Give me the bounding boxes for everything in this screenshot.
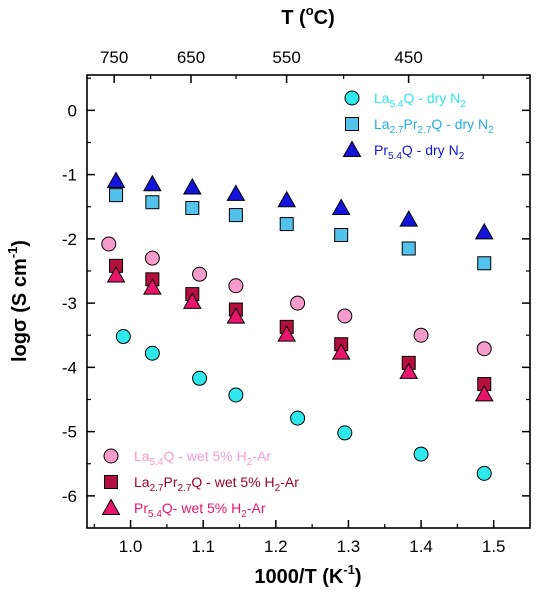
triangle-data-point <box>143 174 162 192</box>
circle-data-point <box>476 465 492 481</box>
triangle-data-point <box>331 343 351 360</box>
circle-data-point <box>413 446 429 462</box>
data-markers <box>101 171 494 481</box>
triangle-data-point <box>474 222 494 240</box>
triangle-data-point <box>226 307 246 324</box>
triangle-data-point <box>474 384 494 402</box>
circle-data-point <box>144 345 160 361</box>
circle-data-point <box>192 266 208 282</box>
square-data-point <box>279 217 294 232</box>
square-data-point <box>185 201 200 216</box>
circle-data-point <box>144 250 160 266</box>
square-data-point <box>477 256 492 271</box>
legend-square-marker <box>345 117 359 131</box>
triangle-data-point <box>106 265 126 283</box>
triangle-data-point <box>277 190 297 208</box>
triangle-data-point <box>399 362 419 379</box>
x-tick-label: 1.5 <box>482 537 506 556</box>
legend-circle-marker <box>344 90 360 106</box>
top-axis-title: T (oC) <box>281 3 335 29</box>
y-tick-label: -4 <box>62 358 77 377</box>
circle-data-point <box>290 295 306 311</box>
x-tick-label: 1.2 <box>264 537 288 556</box>
y-tick-label: -1 <box>62 166 77 185</box>
circle-data-point <box>192 370 208 386</box>
y-tick-label: -3 <box>62 294 77 313</box>
legend-label: La5.4Q - wet 5% H2-Ar <box>134 448 271 468</box>
x-tick-label: 1.4 <box>409 537 433 556</box>
y-tick-label: 0 <box>68 101 77 120</box>
triangle-data-point <box>399 210 419 227</box>
legend-label: Pr5.4Q - dry N2 <box>374 142 465 162</box>
circle-data-point <box>413 327 429 343</box>
top-tick-label: 550 <box>272 48 300 67</box>
top-tick-label: 450 <box>394 48 422 67</box>
triangle-data-point <box>182 292 202 309</box>
plot-frame <box>86 74 531 529</box>
circle-data-point <box>115 329 131 345</box>
legend: La5.4Q - dry N2 La2.7Pr2.7Q - dry N2 Pr5.4… <box>101 90 494 520</box>
legend-circle-marker <box>103 448 119 464</box>
y-axis-title: logσ (S cm-1) <box>5 240 31 362</box>
legend-triangle-marker <box>342 140 362 157</box>
triangle-data-point <box>331 198 351 216</box>
legend-square-marker <box>104 475 118 489</box>
square-data-point <box>145 195 160 210</box>
circle-data-point <box>476 341 492 357</box>
square-data-point <box>401 241 416 256</box>
triangle-data-point <box>277 325 297 342</box>
x-tick-label: 1.1 <box>191 537 215 556</box>
triangle-data-point <box>106 171 126 189</box>
top-tick-label: 750 <box>100 48 128 67</box>
y-tick-label: -5 <box>62 423 77 442</box>
legend-triangle-marker <box>101 498 121 515</box>
axis-ticks <box>87 75 530 528</box>
y-tick-label: -6 <box>62 487 77 506</box>
y-tick-label: -2 <box>62 230 77 249</box>
circle-data-point <box>290 410 306 426</box>
legend-label: La2.7Pr2.7Q - dry N2 <box>374 116 494 136</box>
x-tick-label: 1.3 <box>337 537 361 556</box>
circle-data-point <box>337 425 353 441</box>
x-axis-title: 1000/T (K-1) <box>254 562 361 588</box>
x-tick-label: 1.0 <box>119 537 143 556</box>
circle-data-point <box>228 278 244 294</box>
triangle-data-point <box>143 278 162 295</box>
square-data-point <box>334 227 349 242</box>
legend-label: La2.7Pr2.7Q - wet 5% H2-Ar <box>134 474 299 494</box>
square-data-point <box>228 208 243 223</box>
legend-label: Pr5.4Q- wet 5% H2-Ar <box>134 500 266 520</box>
circle-data-point <box>337 308 353 324</box>
triangle-data-point <box>182 177 202 195</box>
square-data-point <box>109 188 124 203</box>
legend-label: La5.4Q - dry N2 <box>374 90 466 110</box>
axis-tick-labels: 1.0 1.1 1.2 1.3 1.4 1.5 0 -1 -2 -3 -4 -5 -6 750 650 550… <box>62 48 506 556</box>
triangle-data-point <box>226 184 246 201</box>
circle-data-point <box>228 387 244 403</box>
circle-data-point <box>101 236 117 252</box>
top-tick-label: 650 <box>177 48 205 67</box>
